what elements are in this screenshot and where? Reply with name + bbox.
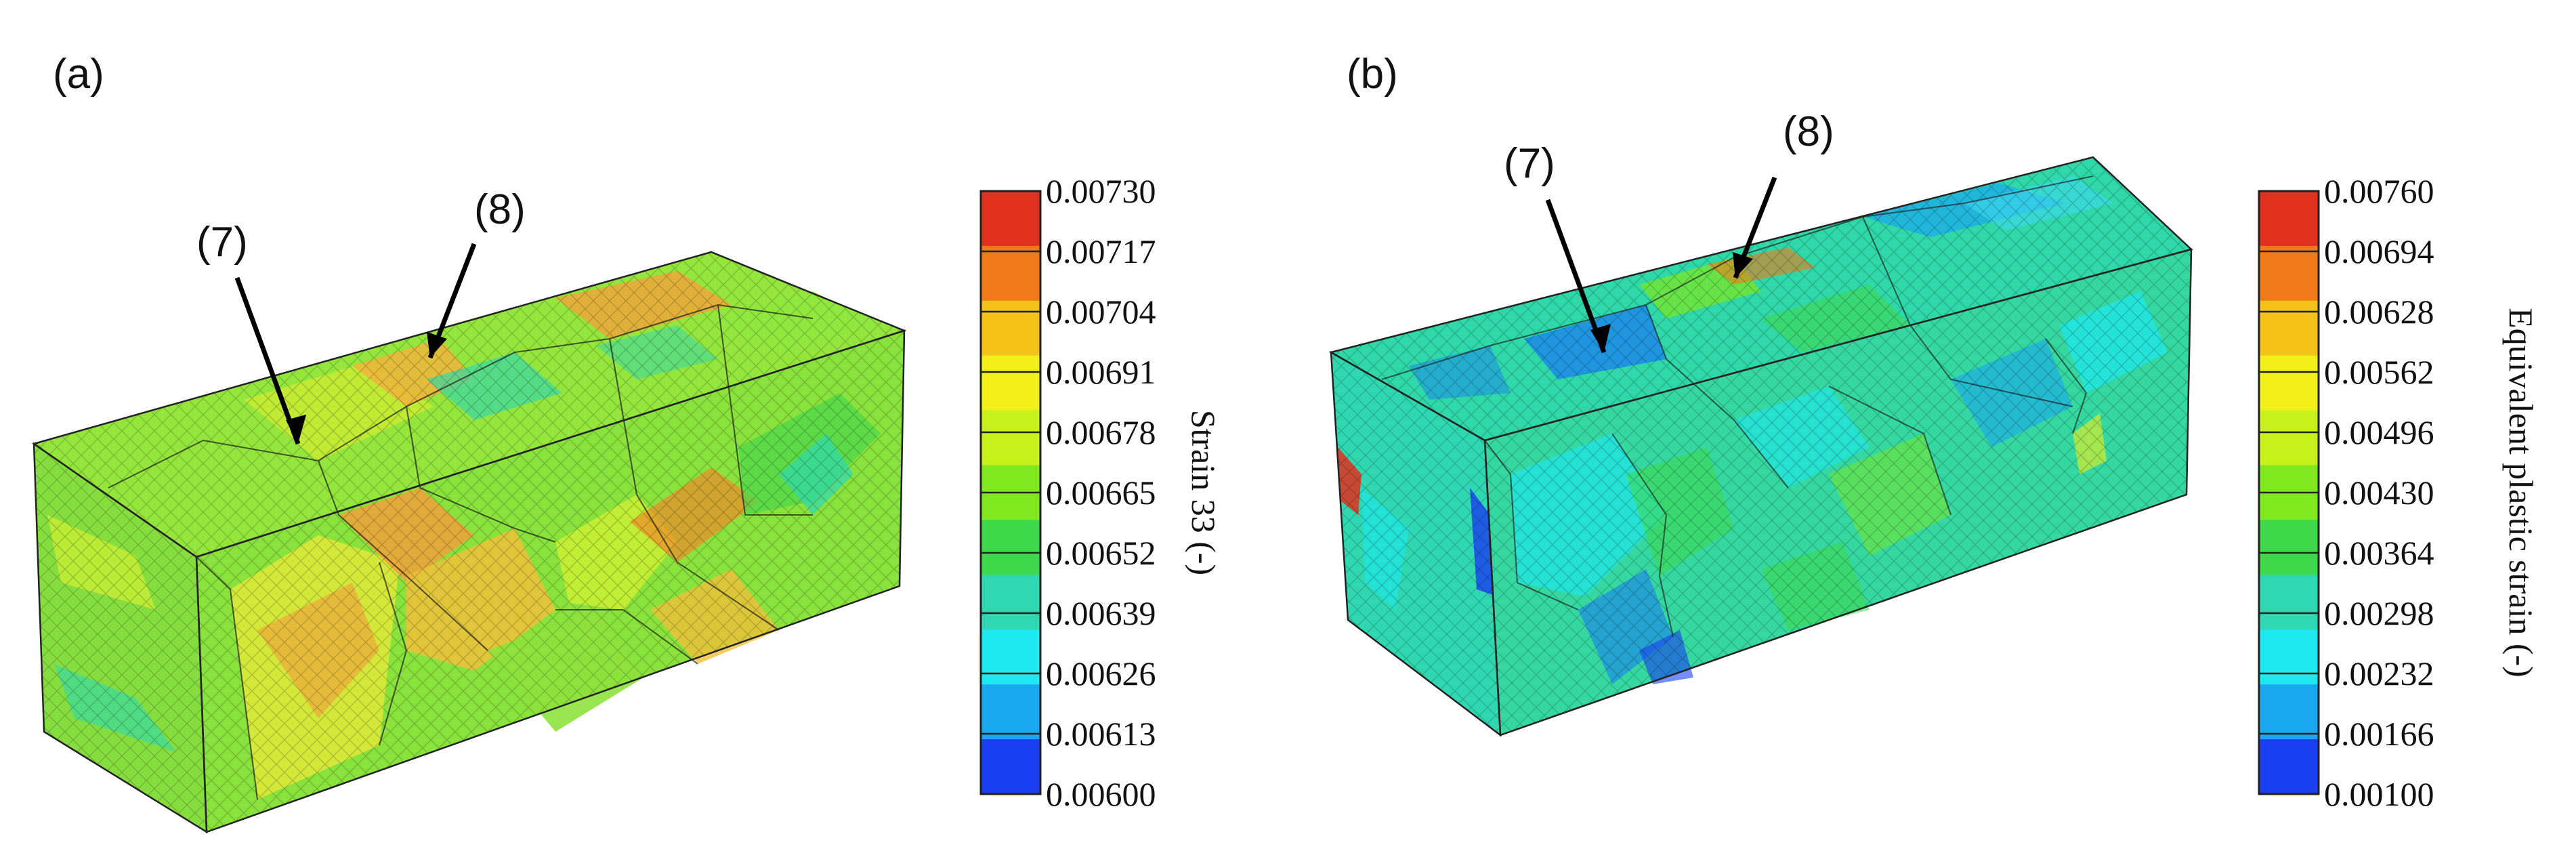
callout-7-b: (7) bbox=[1504, 140, 1555, 187]
panel-label-a: (a) bbox=[53, 51, 104, 98]
colorbar-b-tick-label: 0.00760 bbox=[2324, 172, 2434, 210]
arrowhead-8-a bbox=[427, 332, 447, 358]
callout-7-a: (7) bbox=[196, 219, 248, 266]
colorbar-b-tick-label: 0.00496 bbox=[2324, 413, 2434, 451]
panel-b: (b) bbox=[1328, 51, 2540, 813]
arrowhead-8-b bbox=[1733, 252, 1753, 278]
grain-mesh-box-a bbox=[32, 251, 907, 834]
grain-mesh-box-b bbox=[1328, 156, 2193, 737]
colorbar-b-swatch bbox=[2259, 410, 2319, 466]
colorbar-a-tick-label: 0.00730 bbox=[1046, 172, 1156, 210]
colorbar-b: 0.00760 0.00694 0.00628 0.00562 0.00496 0.004… bbox=[2258, 172, 2540, 813]
mesh-overlay bbox=[1331, 157, 2191, 440]
arrowhead-7-a bbox=[286, 415, 306, 444]
arrowhead-7-b bbox=[1590, 324, 1611, 352]
callout-8-b: (8) bbox=[1783, 108, 1834, 155]
colorbar-a-swatch bbox=[981, 410, 1040, 466]
panel-a: (a) bbox=[32, 51, 1223, 834]
colorbar-a-swatch bbox=[981, 355, 1040, 411]
colorbar-a-swatch bbox=[981, 300, 1040, 356]
colorbar-b-title: Equivalent plastic strain (-) bbox=[2502, 308, 2540, 678]
box-a-edges bbox=[32, 251, 907, 834]
callout-8-a: (8) bbox=[474, 186, 526, 233]
arrow-7-a bbox=[234, 276, 301, 445]
colorbar-a-tick-label: 0.00678 bbox=[1046, 413, 1156, 451]
colorbar-b-tick-label: 0.00628 bbox=[2324, 293, 2434, 331]
colorbar-b-swatch bbox=[2259, 355, 2319, 411]
colorbar-a-tick-label: 0.00691 bbox=[1046, 353, 1156, 391]
mesh-overlay bbox=[1485, 249, 2191, 735]
colorbar-a-swatch bbox=[981, 575, 1040, 630]
colorbar-a-tick-label: 0.00717 bbox=[1046, 232, 1156, 270]
colorbar-b-tick-label: 0.00562 bbox=[2324, 353, 2434, 391]
colorbar-b-tick-label: 0.00430 bbox=[2324, 474, 2434, 512]
colorbar-b-swatch bbox=[2259, 739, 2319, 795]
colorbar-a-title: Strain 33 (-) bbox=[1185, 410, 1223, 575]
colorbar-b-tick-label: 0.00232 bbox=[2324, 654, 2434, 692]
colorbar-b-swatch bbox=[2259, 629, 2319, 685]
colorbar-a-tick-label: 0.00652 bbox=[1046, 534, 1156, 572]
colorbar-b-tick-label: 0.00100 bbox=[2324, 775, 2434, 813]
colorbar-a-tick-label: 0.00613 bbox=[1046, 715, 1156, 753]
colorbar-a-swatch bbox=[981, 520, 1040, 575]
arrow-7-b bbox=[1545, 199, 1607, 354]
colorbar-a-swatch bbox=[981, 739, 1040, 795]
colorbar-b-swatch bbox=[2259, 300, 2319, 356]
colorbar-b-tick-label: 0.00694 bbox=[2324, 232, 2434, 270]
mesh-overlay bbox=[196, 331, 904, 832]
colorbar-b-swatch bbox=[2259, 575, 2319, 630]
colorbar-b-swatch bbox=[2259, 245, 2319, 301]
colorbar-a-swatch bbox=[981, 245, 1040, 301]
mesh-overlay bbox=[1331, 352, 1500, 735]
colorbar-a-tick-label: 0.00639 bbox=[1046, 594, 1156, 632]
colorbar-a-tick-label: 0.00704 bbox=[1046, 293, 1156, 331]
colorbar-a-tick-label: 0.00626 bbox=[1046, 654, 1156, 692]
colorbar-b-swatch bbox=[2259, 520, 2319, 575]
colorbar-b-tick-label: 0.00166 bbox=[2324, 715, 2434, 753]
panel-label-b: (b) bbox=[1347, 51, 1398, 98]
mesh-overlay bbox=[34, 252, 904, 557]
colorbar-a-tick-label: 0.00665 bbox=[1046, 474, 1156, 512]
colorbar-b-tick-label: 0.00364 bbox=[2324, 534, 2434, 572]
colorbar-a-swatch bbox=[981, 629, 1040, 685]
colorbar-b-swatch bbox=[2259, 684, 2319, 740]
box-b-edges bbox=[1328, 156, 2193, 737]
colorbar-a-swatch bbox=[981, 684, 1040, 740]
mesh-overlay bbox=[34, 444, 207, 832]
colorbar-a-swatch bbox=[981, 191, 1040, 247]
colorbar-a-tick-label: 0.00600 bbox=[1046, 775, 1156, 813]
colorbar-a: 0.00730 0.00717 0.00704 0.00691 0.00678 0.006… bbox=[979, 172, 1223, 813]
colorbar-b-tick-label: 0.00298 bbox=[2324, 594, 2434, 632]
colorbar-b-swatch bbox=[2259, 191, 2319, 247]
